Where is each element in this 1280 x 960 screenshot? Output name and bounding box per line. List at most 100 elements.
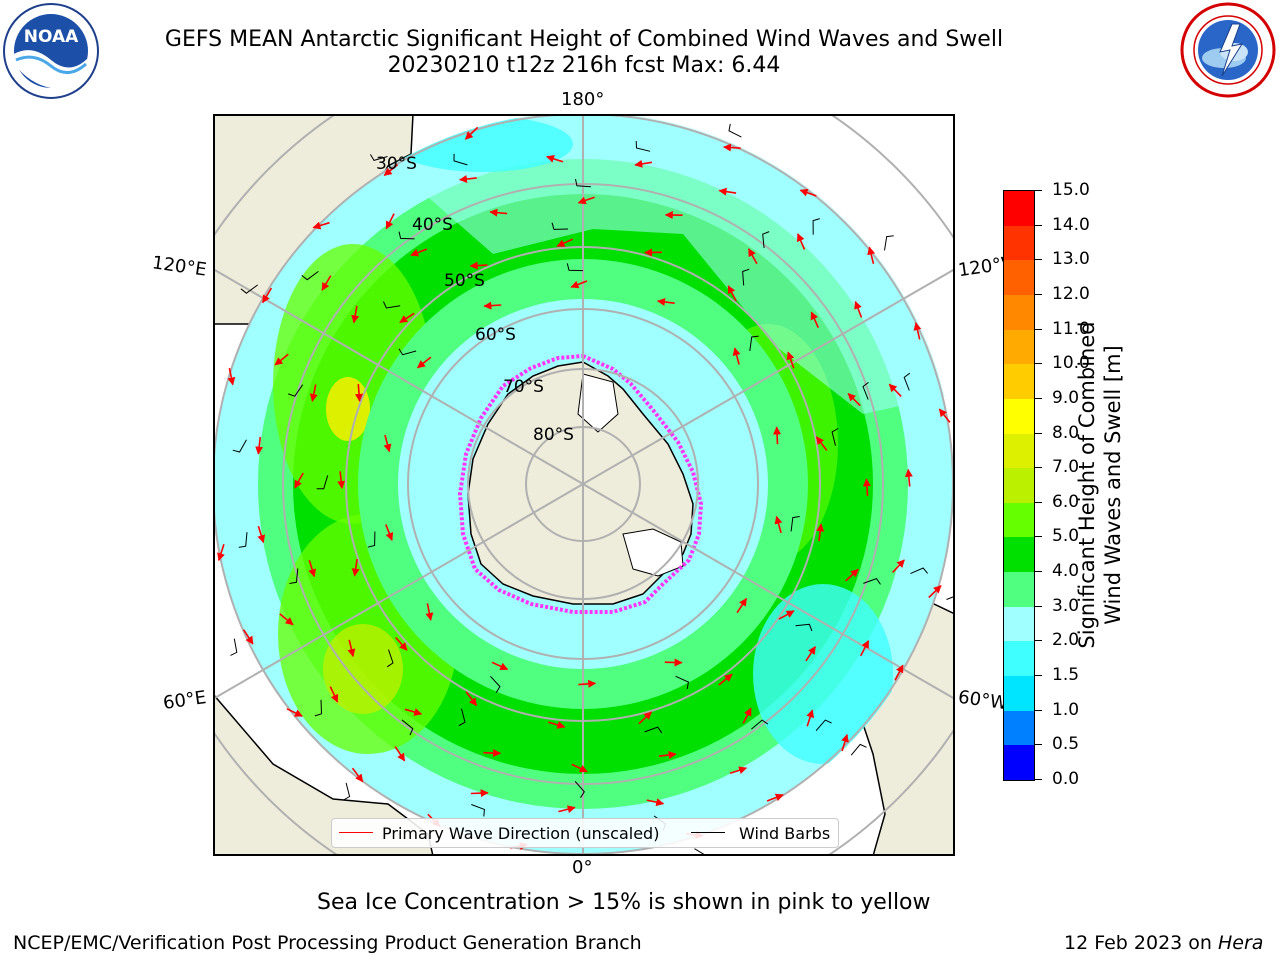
colorbar-tick-label: 12.0 (1052, 283, 1090, 304)
noaa-logo-text: NOAA (24, 27, 79, 47)
wind-barb (367, 531, 376, 548)
wave-arrow (867, 246, 876, 264)
wind-barb (453, 153, 468, 166)
wave-arrow (658, 751, 677, 759)
wave-arrow (847, 393, 861, 407)
wind-barb (240, 284, 258, 294)
wave-arrow (723, 143, 741, 152)
wave-arrow (274, 353, 289, 366)
wind-barb (790, 516, 800, 532)
noaa-logo: NOAA (3, 3, 99, 99)
colorbar-tick-label: 11.0 (1052, 318, 1090, 339)
wind-barb (471, 804, 485, 817)
wave-arrow (491, 661, 509, 671)
wave-arrow (742, 707, 752, 724)
lon-label-120e: 120°E (150, 252, 208, 281)
wave-arrow (329, 686, 339, 703)
colorbar-segment (1004, 710, 1034, 746)
colorbar-tick-label: 10.0 (1052, 353, 1090, 374)
wave-arrow (347, 639, 356, 658)
wind-barb (831, 428, 839, 446)
colorbar-tick-mark (1034, 640, 1042, 642)
legend-wind-barbs: Wind Barbs (739, 824, 831, 843)
wind-barb (884, 235, 894, 251)
wind-barb (288, 384, 304, 397)
wave-arrow (242, 629, 254, 645)
lat-label-50s: 50°S (444, 271, 485, 291)
wave-arrow (425, 603, 434, 621)
colorbar-label-line2: Wind Waves and Swell [m] (1101, 345, 1125, 625)
wave-arrow (736, 597, 748, 614)
wind-barb (795, 623, 813, 632)
wind-barb (398, 348, 417, 356)
map-title: GEFS MEAN Antarctic Significant Height o… (164, 27, 1004, 52)
wave-arrow (394, 746, 406, 762)
footer-date: 12 Feb 2023 on (1064, 932, 1218, 954)
wave-arrow (416, 356, 432, 369)
colorbar-segment (1004, 675, 1034, 711)
wave-arrow (664, 658, 683, 667)
colorbar-tick-mark (1034, 397, 1042, 399)
colorbar-tick-mark (1034, 467, 1042, 469)
lon-label-180: 180° (561, 89, 605, 110)
wind-barb (301, 270, 319, 281)
wind-barb (850, 743, 867, 756)
wave-arrow (810, 311, 820, 329)
colorbar-segment (1004, 225, 1034, 261)
colorbar-tick-mark (1034, 363, 1042, 365)
wave-arrow (718, 673, 733, 686)
colorbar-tick-label: 0.0 (1052, 769, 1080, 789)
ice-shelf (577, 373, 619, 433)
colorbar-segment (1004, 467, 1034, 503)
colorbar-tick-mark (1034, 224, 1042, 226)
wind-barb (401, 719, 414, 736)
wave-arrow (646, 798, 665, 807)
colorbar-tick-label: 9.0 (1052, 387, 1080, 408)
colorbar-segment (1004, 329, 1034, 365)
sea-ice-edge (457, 353, 704, 614)
wave-arrow (845, 568, 859, 582)
colorbar-segment (1004, 640, 1034, 677)
wave-arrow (786, 351, 795, 369)
colorbar-tick-mark (1034, 328, 1042, 330)
wave-arrow (351, 767, 364, 783)
wave-arrow (255, 436, 264, 455)
wind-barb (742, 268, 750, 286)
wave-arrow (862, 478, 871, 497)
wave-arrow (217, 543, 225, 562)
wind-barb (343, 782, 351, 801)
wave-arrow (279, 613, 294, 626)
wave-arrow (262, 287, 273, 304)
wind-barb (751, 719, 769, 730)
wind-barb-legend-swatch (691, 832, 725, 833)
colorbar-tick-mark (1034, 744, 1042, 746)
colorbar-tick-mark (1034, 536, 1042, 538)
wave-arrow (227, 367, 236, 386)
nws-logo (1180, 2, 1276, 98)
wave-arrow (634, 159, 653, 168)
wind-barb (382, 301, 401, 309)
wave-arrow (904, 468, 913, 487)
lon-label-60e: 60°E (161, 687, 208, 714)
lat-label-30s: 30°S (376, 154, 417, 174)
wind-barb (635, 140, 651, 152)
wave-arrow (913, 322, 922, 340)
wind-barb (815, 719, 832, 732)
wave-arrow (558, 805, 576, 814)
wave-arrow (351, 558, 360, 577)
wave-arrow (337, 471, 346, 489)
wave-arrow (854, 300, 863, 318)
wind-barb (862, 382, 869, 400)
wind-barbs (230, 123, 954, 855)
colorbar-tick-label: 0.5 (1052, 734, 1080, 755)
wave-arrow (383, 434, 392, 453)
wave-direction-arrows (217, 126, 951, 850)
colorbar (1003, 190, 1035, 781)
wave-arrow (355, 384, 364, 402)
colorbar-tick-mark (1034, 709, 1042, 711)
wave-arrow (385, 524, 394, 541)
wave-arrow (638, 711, 652, 725)
wind-barb (903, 372, 911, 391)
colorbar-tick-mark (1034, 293, 1042, 295)
colorbar-tick-label: 14.0 (1052, 214, 1090, 235)
